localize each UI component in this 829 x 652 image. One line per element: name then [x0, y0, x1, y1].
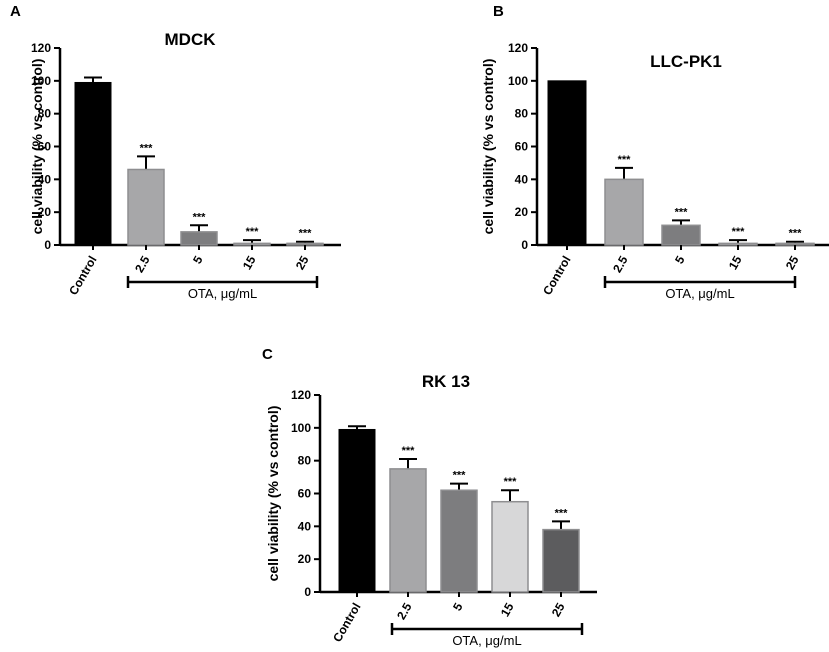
x-tick-label: Control — [330, 601, 363, 645]
y-tick-label: 60 — [298, 487, 312, 501]
bar-5 — [661, 224, 701, 246]
y-tick-label: 60 — [515, 140, 529, 154]
significance-label: *** — [555, 507, 569, 519]
x-tick-label: 25 — [783, 253, 802, 272]
x-tick-label: 2.5 — [132, 253, 153, 275]
bar-25 — [286, 242, 324, 246]
significance-label: *** — [193, 211, 207, 223]
x-tick-label: 5 — [450, 600, 466, 613]
y-tick-label: 80 — [38, 107, 52, 121]
significance-label: *** — [675, 206, 689, 218]
y-tick-label: 120 — [291, 388, 311, 402]
chart-title: LLC-PK1 — [650, 52, 722, 71]
y-tick-label: 20 — [38, 205, 52, 219]
y-tick-label: 40 — [515, 172, 529, 186]
y-tick-label: 20 — [515, 205, 529, 219]
bar-control — [547, 80, 587, 246]
bar-25 — [542, 528, 580, 593]
x-tick-label: Control — [540, 254, 573, 298]
y-tick-label: 100 — [31, 74, 51, 88]
significance-label: *** — [732, 226, 746, 238]
group-label: OTA, μg/mL — [452, 633, 521, 648]
chart-title: MDCK — [165, 30, 217, 49]
y-tick-label: 80 — [515, 107, 529, 121]
chart-panel-c: C RK 13 cell viability (% vs control) 0 20 40… — [262, 346, 597, 648]
x-tick-label: 15 — [240, 253, 259, 272]
bar-control — [74, 81, 112, 246]
group-label: OTA, μg/mL — [665, 286, 734, 301]
x-tick-label: 5 — [190, 253, 206, 266]
bar-2-5 — [389, 468, 427, 593]
y-tick-label: 0 — [304, 585, 311, 599]
y-tick-label: 40 — [298, 519, 312, 533]
bar-2-5 — [127, 168, 165, 246]
bar-25 — [775, 242, 815, 246]
y-tick-label: 0 — [521, 238, 528, 252]
significance-label: *** — [246, 226, 260, 238]
significance-label: *** — [789, 228, 803, 240]
y-tick-label: 40 — [38, 172, 52, 186]
group-label: OTA, μg/mL — [188, 286, 257, 301]
y-tick-label: 120 — [508, 41, 528, 55]
bar-5 — [440, 489, 478, 593]
x-tick-label: 2.5 — [610, 253, 631, 275]
y-tick-label: 120 — [31, 41, 51, 55]
panel-letter: A — [10, 3, 21, 20]
bar-15 — [233, 242, 271, 246]
chart-title: RK 13 — [422, 372, 470, 391]
bar-15 — [718, 242, 758, 246]
chart-panel-b: B LLC-PK1 cell viability (% vs control) 0 20… — [480, 3, 829, 301]
bar-15 — [491, 500, 529, 593]
x-tick-label: Control — [66, 254, 99, 298]
significance-label: *** — [140, 142, 154, 154]
x-tick-label: 25 — [293, 253, 312, 272]
significance-label: *** — [402, 445, 416, 457]
y-axis-label: cell viability (% vs control) — [480, 59, 496, 235]
y-tick-label: 100 — [508, 74, 528, 88]
bar-5 — [180, 231, 218, 246]
y-tick-label: 60 — [38, 140, 52, 154]
x-tick-label: 15 — [498, 600, 517, 619]
significance-label: *** — [453, 470, 467, 482]
x-tick-label: 25 — [549, 600, 568, 619]
bar-control — [338, 428, 376, 593]
bar-2-5 — [604, 178, 644, 246]
y-axis-label: cell viability (% vs control) — [265, 406, 281, 582]
significance-label: *** — [299, 228, 313, 240]
significance-label: *** — [504, 476, 518, 488]
x-tick-label: 15 — [726, 253, 745, 272]
significance-label: *** — [618, 154, 632, 166]
y-tick-label: 20 — [298, 552, 312, 566]
x-tick-label: 2.5 — [394, 600, 415, 622]
y-tick-label: 0 — [44, 238, 51, 252]
chart-panel-a: A MDCK cell viability (% vs control) 0 20 40 6… — [10, 3, 341, 301]
y-tick-label: 80 — [298, 454, 312, 468]
y-tick-label: 100 — [291, 421, 311, 435]
x-tick-label: 5 — [672, 253, 688, 266]
y-axis-label: cell viability (% vs control) — [29, 59, 45, 235]
panel-letter: B — [493, 3, 504, 20]
panel-letter: C — [262, 346, 273, 363]
